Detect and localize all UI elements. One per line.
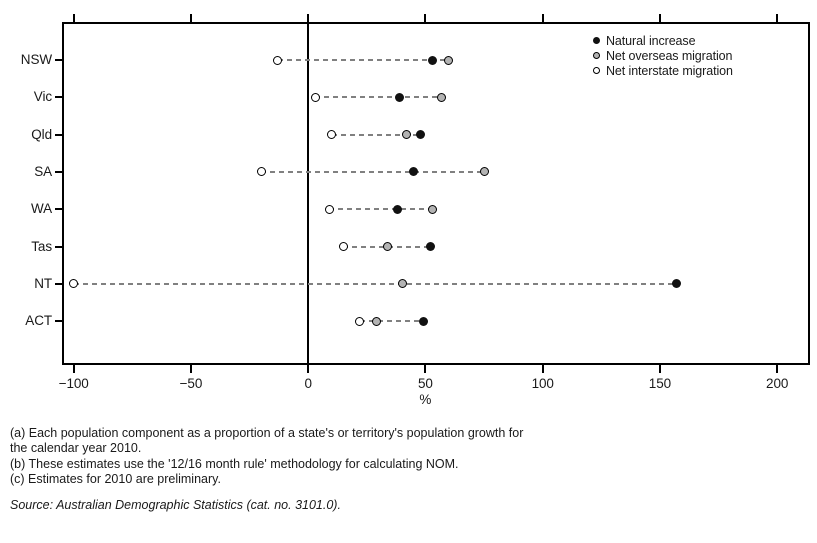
marker-net-interstate-migration bbox=[273, 55, 283, 65]
x-tick-bottom bbox=[189, 365, 192, 373]
marker-net-interstate-migration bbox=[327, 130, 337, 140]
marker-net-overseas-migration bbox=[383, 242, 393, 251]
legend-marker-net-overseas-migration bbox=[593, 52, 600, 59]
marker-natural-increase bbox=[425, 242, 435, 251]
marker-net-overseas-migration bbox=[397, 279, 407, 289]
x-tick-top bbox=[776, 14, 779, 22]
legend-label: Net overseas migration bbox=[606, 48, 733, 63]
x-tick-label: 100 bbox=[531, 376, 554, 391]
legend-item: Net interstate migration bbox=[593, 63, 733, 78]
x-tick-top bbox=[541, 14, 544, 22]
y-tick bbox=[55, 133, 62, 136]
plot-area bbox=[62, 22, 810, 365]
marker-net-overseas-migration bbox=[427, 204, 437, 214]
y-tick bbox=[55, 282, 62, 285]
x-tick-bottom bbox=[424, 365, 427, 373]
category-label: Tas bbox=[31, 238, 52, 254]
x-tick-bottom bbox=[541, 365, 544, 373]
x-tick-top bbox=[307, 14, 310, 22]
x-tick-bottom bbox=[658, 365, 661, 373]
marker-net-interstate-migration bbox=[256, 167, 266, 177]
x-axis-label: % bbox=[419, 392, 432, 407]
category-label: SA bbox=[34, 163, 52, 179]
legend-item: Net overseas migration bbox=[593, 48, 733, 63]
footnote-line: (b) These estimates use the '12/16 month… bbox=[10, 456, 459, 471]
x-tick-label: 200 bbox=[766, 376, 789, 391]
legend-marker-natural-increase bbox=[593, 37, 600, 44]
row-connector-line bbox=[73, 282, 677, 285]
legend-label: Natural increase bbox=[606, 33, 696, 48]
x-tick-bottom bbox=[307, 365, 310, 373]
y-tick bbox=[55, 170, 62, 173]
marker-natural-increase bbox=[418, 316, 428, 326]
marker-natural-increase bbox=[395, 92, 405, 102]
x-tick-label: −100 bbox=[58, 376, 89, 391]
footnote-line: (c) Estimates for 2010 are preliminary. bbox=[10, 472, 221, 487]
x-tick-label: −50 bbox=[179, 376, 203, 391]
marker-natural-increase bbox=[409, 167, 419, 177]
marker-net-interstate-migration bbox=[338, 242, 348, 251]
x-tick-label: 150 bbox=[648, 376, 672, 391]
row-connector-line bbox=[331, 133, 421, 136]
x-tick-bottom bbox=[776, 365, 779, 373]
marker-net-interstate-migration bbox=[69, 279, 79, 289]
category-label: NSW bbox=[20, 52, 52, 67]
marker-net-overseas-migration bbox=[444, 55, 454, 65]
marker-net-interstate-migration bbox=[310, 92, 320, 102]
row-connector-line bbox=[277, 59, 449, 61]
x-tick-label: 50 bbox=[418, 376, 433, 391]
marker-natural-increase bbox=[427, 55, 437, 65]
x-tick-label: 0 bbox=[304, 376, 312, 391]
row-connector-line bbox=[315, 96, 442, 99]
marker-net-overseas-migration bbox=[437, 92, 447, 102]
marker-natural-increase bbox=[416, 130, 426, 140]
marker-net-overseas-migration bbox=[402, 130, 412, 140]
category-label: NT bbox=[34, 275, 52, 291]
legend-label: Net interstate migration bbox=[606, 63, 733, 78]
marker-net-overseas-migration bbox=[371, 316, 381, 326]
marker-net-interstate-migration bbox=[324, 204, 334, 214]
marker-net-overseas-migration bbox=[479, 167, 489, 177]
marker-natural-increase bbox=[392, 204, 402, 214]
footnote-line: (a) Each population component as a propo… bbox=[10, 426, 524, 440]
y-tick bbox=[55, 245, 62, 248]
row-connector-line bbox=[329, 208, 433, 211]
category-label: ACT bbox=[25, 313, 52, 329]
y-tick bbox=[55, 59, 62, 61]
legend-marker-net-interstate-migration bbox=[593, 67, 600, 74]
row-connector-line bbox=[261, 170, 485, 173]
legend-item: Natural increase bbox=[593, 33, 733, 48]
y-tick bbox=[55, 96, 62, 99]
x-tick-top bbox=[189, 14, 192, 22]
y-tick bbox=[55, 208, 62, 211]
x-tick-top bbox=[658, 14, 661, 22]
category-label: Qld bbox=[31, 126, 52, 142]
footnotes: (a) Each population component as a propo… bbox=[10, 426, 523, 488]
marker-net-interstate-migration bbox=[355, 316, 365, 326]
zero-axis-line bbox=[307, 22, 310, 365]
source-note: Source: Australian Demographic Statistic… bbox=[10, 498, 341, 512]
marker-natural-increase bbox=[671, 279, 681, 289]
x-tick-top bbox=[424, 14, 427, 22]
legend: Natural increase Net overseas migration Ne… bbox=[593, 33, 733, 78]
x-tick-bottom bbox=[72, 365, 75, 373]
row-connector-line bbox=[359, 320, 424, 323]
category-label: WA bbox=[30, 201, 52, 217]
y-tick bbox=[55, 320, 62, 323]
footnote-line: the calendar year 2010. bbox=[10, 441, 142, 456]
category-label: Vic bbox=[33, 89, 52, 105]
x-tick-top bbox=[72, 14, 75, 22]
